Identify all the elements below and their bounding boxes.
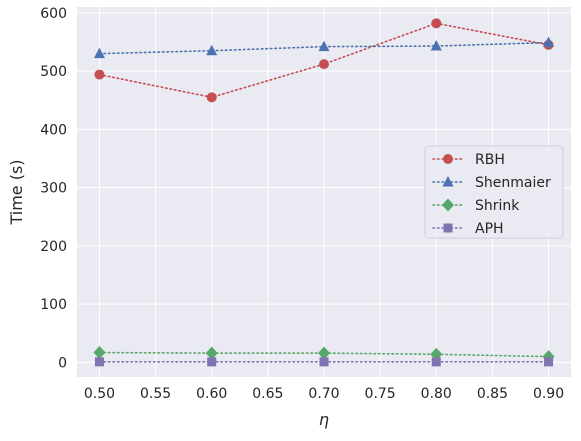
x-tick-label: 0.50 [84,386,115,402]
legend-marker [443,223,453,233]
x-tick-labels: 0.50 0.55 0.60 0.65 0.70 0.75 0.80 0.85 0.90 [84,386,564,402]
x-tick-label: 0.85 [477,386,508,402]
data-point [205,346,218,360]
data-point [93,346,106,360]
data-point [544,357,554,367]
data-point [543,36,555,48]
y-axis-label: Time (s) [7,159,26,225]
data-point [94,357,104,367]
data-point [206,92,217,103]
data-point [207,357,217,367]
legend-label: RBH [475,152,505,168]
legend-marker [442,176,454,187]
data-point [93,47,105,59]
data-point [431,18,442,29]
x-tick-label: 0.90 [533,386,564,402]
y-tick-label: 100 [40,297,67,313]
series-rbh [94,18,554,103]
x-tick-label: 0.80 [421,386,452,402]
legend-marker [443,154,453,164]
y-tick-label: 200 [40,239,67,255]
x-tick-label: 0.65 [252,386,283,402]
data-point [94,69,105,80]
x-tick-label: 0.60 [196,386,227,402]
y-tick-label: 300 [40,181,67,197]
series-shenmaier [93,36,555,59]
x-tick-label: 0.70 [308,386,339,402]
series-layer [93,18,555,367]
data-point [319,357,329,367]
y-tick-label: 500 [40,64,67,80]
data-point [318,40,330,52]
x-axis-label: η [319,410,329,429]
data-point [431,357,441,367]
series-aph [94,357,554,367]
legend-label: Shrink [475,198,520,214]
y-tick-label: 0 [58,355,67,371]
x-tick-label: 0.55 [140,386,171,402]
data-point [430,40,442,51]
legend-label: Shenmaier [475,175,551,191]
legend-box [424,145,564,239]
y-tick-label: 600 [40,6,67,22]
data-point [318,346,330,360]
legend: RBH Shenmaier Shrink APH [424,145,564,239]
data-point [206,44,218,56]
legend-marker [442,198,454,212]
data-point [319,59,329,70]
y-tick-labels: 0 100 200 300 400 500 600 [40,6,67,372]
x-tick-label: 0.75 [365,386,396,402]
legend-label: APH [475,221,504,237]
y-tick-label: 400 [40,122,67,138]
